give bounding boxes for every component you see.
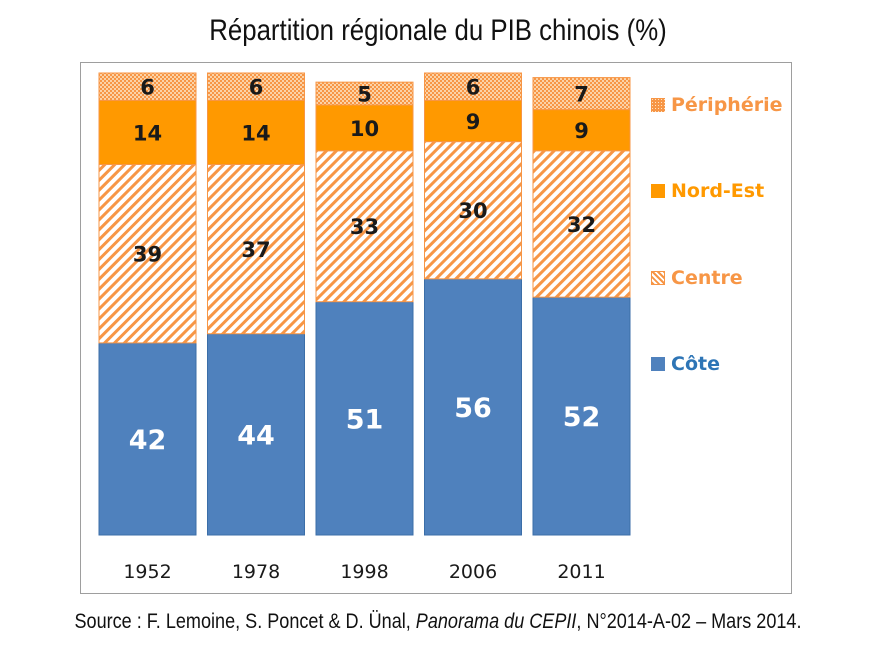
legend-item-cote: Côte — [651, 353, 720, 375]
data-label-nord-est-1952: 14 — [133, 121, 162, 145]
source-publication: Panorama du CEPII — [415, 610, 577, 633]
x-tick-1952: 1952 — [123, 561, 171, 583]
source-suffix: , N°2014-A-02 – Mars 2014. — [576, 610, 802, 633]
bar-segment-côte-2006 — [424, 278, 522, 536]
data-label-nord-est-1998: 10 — [350, 117, 379, 141]
legend-label-centre: Centre — [671, 267, 743, 289]
data-label-périphérie-1978: 6 — [249, 76, 264, 100]
legend-swatch-peripherie — [651, 98, 665, 112]
data-label-périphérie-2011: 7 — [574, 83, 589, 107]
data-labels-layer: 42 39 14 6 44 37 14 6 51 33 10 5 56 30 9 6 52 32 9 7 — [129, 76, 601, 456]
legend-swatch-cote — [651, 357, 665, 371]
data-label-nord-est-2006: 9 — [466, 110, 481, 134]
bars-layer — [98, 72, 631, 536]
bar-segment-côte-2011 — [532, 296, 631, 536]
legend-label-cote: Côte — [671, 353, 720, 375]
bar-segment-nord-est-1978 — [207, 99, 305, 165]
data-label-côte-1998: 51 — [346, 404, 384, 435]
data-label-côte-2006: 56 — [454, 393, 492, 424]
bar-segment-nord-est-2006 — [424, 99, 522, 143]
data-label-nord-est-1978: 14 — [241, 121, 270, 145]
data-label-centre-2011: 32 — [567, 213, 596, 237]
x-tick-2011: 2011 — [557, 561, 605, 583]
source-note: Source : F. Lemoine, S. Poncet & D. Ünal… — [61, 610, 814, 634]
bar-segment-périphérie-1952 — [98, 72, 197, 101]
bar-segment-périphérie-2011 — [532, 77, 631, 111]
data-label-côte-2011: 52 — [563, 402, 601, 433]
chart-title: Répartition régionale du PIB chinois (%) — [209, 14, 667, 47]
data-label-côte-1978: 44 — [237, 420, 275, 451]
data-label-côte-1952: 42 — [129, 425, 167, 456]
bar-segment-côte-1998 — [315, 301, 414, 536]
data-label-centre-1952: 39 — [133, 243, 162, 267]
bar-segment-nord-est-1998 — [315, 104, 414, 152]
bar-segment-centre-1978 — [207, 163, 305, 335]
data-label-centre-1998: 33 — [350, 215, 379, 239]
data-label-nord-est-2011: 9 — [574, 119, 589, 143]
legend-label-peripherie: Périphérie — [671, 94, 783, 116]
data-label-périphérie-1998: 5 — [357, 83, 372, 107]
bar-segment-périphérie-1998 — [315, 81, 414, 106]
bar-segment-nord-est-1952 — [98, 99, 197, 165]
bar-segment-centre-2006 — [424, 141, 522, 280]
plot-frame — [80, 62, 792, 594]
legend-item-centre: Centre — [651, 267, 743, 289]
data-label-périphérie-1952: 6 — [140, 76, 155, 100]
x-axis-ticks: 1952 1978 1998 2006 2011 — [123, 561, 605, 583]
legend-swatch-centre — [651, 271, 665, 285]
source-prefix: Source : F. Lemoine, S. Poncet & D. Ünal… — [74, 610, 416, 633]
bar-segment-côte-1978 — [207, 333, 305, 536]
data-label-périphérie-2006: 6 — [466, 76, 481, 100]
bar-segment-périphérie-2006 — [424, 72, 522, 101]
legend-label-nord-est: Nord-Est — [671, 180, 765, 202]
x-tick-2006: 2006 — [449, 561, 497, 583]
bar-segment-centre-2011 — [532, 150, 631, 298]
legend-swatch-nord-est — [651, 184, 665, 198]
bar-segment-nord-est-2011 — [532, 109, 631, 152]
bar-segment-côte-1952 — [98, 342, 197, 536]
data-label-centre-1978: 37 — [241, 238, 270, 262]
data-label-centre-2006: 30 — [458, 199, 487, 223]
bar-segment-périphérie-1978 — [207, 72, 305, 101]
bar-segment-centre-1998 — [315, 150, 414, 303]
x-tick-1978: 1978 — [232, 561, 280, 583]
legend-item-peripherie: Périphérie — [651, 94, 782, 116]
legend-item-nord-est: Nord-Est — [651, 180, 764, 202]
x-tick-1998: 1998 — [340, 561, 388, 583]
